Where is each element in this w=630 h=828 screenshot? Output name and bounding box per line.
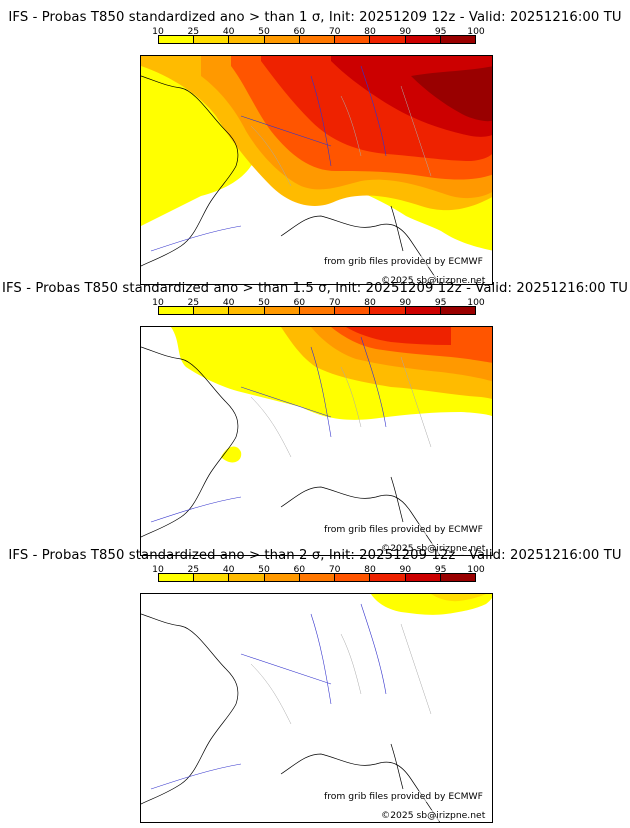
colorbar-swatch <box>299 307 336 314</box>
colorbar-tick-label: 100 <box>467 297 485 308</box>
colorbar-swatch <box>370 36 406 43</box>
borders <box>250 356 432 458</box>
colorbar <box>158 306 476 315</box>
map-field-3 <box>141 594 492 822</box>
borders <box>250 623 432 725</box>
panel-title: IFS - Probas T850 standardized ano > tha… <box>1 281 628 296</box>
colorbar-swatch <box>335 574 371 581</box>
colorbar-tick-label: 60 <box>293 297 306 308</box>
rivers <box>150 603 387 790</box>
colorbar-swatch <box>335 307 371 314</box>
colorbar-tick-label: 10 <box>152 564 164 575</box>
colorbar-tick-label: 40 <box>222 26 235 37</box>
colorbar-tick-label: 25 <box>187 564 200 575</box>
data-source-credit: from grib files provided by ECMWF <box>323 791 484 802</box>
colorbar-swatch <box>405 307 441 314</box>
colorbar-swatch <box>159 307 195 314</box>
map-panel-1: IFS - Probas T850 standardized ano > tha… <box>0 10 630 285</box>
colorbar-swatch <box>194 574 230 581</box>
colorbar-swatch <box>264 574 300 581</box>
data-source-credit: from grib files provided by ECMWF <box>323 256 484 267</box>
colorbar-swatch <box>194 307 230 314</box>
colorbar-labels: 10 25 40 50 60 70 80 90 95 100 <box>0 564 630 575</box>
colorbar-swatch <box>370 574 406 581</box>
colorbar-swatch <box>440 574 475 581</box>
colorbar-tick-label: 50 <box>258 26 270 37</box>
prob-area-10-small <box>221 446 242 463</box>
colorbar-labels: 10 25 40 50 60 70 80 90 95 100 <box>0 26 630 37</box>
colorbar-swatch <box>440 307 475 314</box>
colorbar-tick-label: 10 <box>152 297 164 308</box>
copyright-credit: ©2025 sb@irizpne.net <box>380 543 487 554</box>
colorbar-swatch <box>264 36 300 43</box>
colorbar-tick-label: 80 <box>364 564 376 575</box>
colorbar-swatch <box>229 574 265 581</box>
probability-map: from grib files provided by ECMWF ©2025 … <box>140 593 493 823</box>
colorbar <box>158 573 476 582</box>
prob-area-25 <box>431 594 486 602</box>
colorbar-tick-label: 80 <box>364 297 376 308</box>
map-field-1 <box>141 56 492 284</box>
probability-map: from grib files provided by ECMWF ©2025 … <box>140 326 493 556</box>
colorbar-swatch <box>440 36 475 43</box>
colorbar-tick-label: 70 <box>328 297 341 308</box>
colorbar-labels: 10 25 40 50 60 70 80 90 95 100 <box>0 297 630 308</box>
colorbar-tick-label: 90 <box>399 564 412 575</box>
colorbar-tick-label: 70 <box>328 564 341 575</box>
colorbar-swatch <box>335 36 371 43</box>
map-panel-3: IFS - Probas T850 standardized ano > tha… <box>0 548 630 823</box>
colorbar-tick-label: 90 <box>399 297 412 308</box>
colorbar-tick-label: 50 <box>258 564 270 575</box>
map-background <box>141 594 492 822</box>
colorbar-tick-label: 100 <box>467 564 485 575</box>
panel-title: IFS - Probas T850 standardized ano > tha… <box>8 10 622 25</box>
colorbar-tick-label: 40 <box>222 297 235 308</box>
copyright-credit: ©2025 sb@irizpne.net <box>380 810 487 821</box>
prob-area-80 <box>346 327 451 345</box>
probability-map: from grib files provided by ECMWF ©2025 … <box>140 55 493 285</box>
colorbar-tick-label: 40 <box>222 564 235 575</box>
rivers <box>150 65 387 252</box>
colorbar-swatch <box>299 36 336 43</box>
colorbar-swatch <box>229 307 265 314</box>
colorbar <box>158 35 476 44</box>
colorbar-tick-label: 50 <box>258 297 270 308</box>
map-field-2 <box>141 327 492 555</box>
rivers <box>150 336 387 523</box>
colorbar-tick-label: 95 <box>434 26 447 37</box>
colorbar-swatch <box>405 36 441 43</box>
colorbar-swatch <box>264 307 300 314</box>
coastlines <box>141 75 441 284</box>
colorbar-tick-label: 90 <box>399 26 412 37</box>
colorbar-tick-label: 70 <box>328 26 341 37</box>
colorbar-tick-label: 95 <box>434 564 447 575</box>
prob-area-none-south <box>141 153 492 284</box>
data-source-credit: from grib files provided by ECMWF <box>323 524 484 535</box>
colorbar-tick-label: 100 <box>467 26 485 37</box>
colorbar-swatch <box>405 574 441 581</box>
map-panel-2: IFS - Probas T850 standardized ano > tha… <box>0 281 630 556</box>
colorbar-swatch <box>194 36 230 43</box>
colorbar-tick-label: 10 <box>152 26 164 37</box>
colorbar-swatch <box>159 36 195 43</box>
panel-title: IFS - Probas T850 standardized ano > tha… <box>8 548 622 563</box>
copyright-credit: ©2025 sb@irizpne.net <box>380 275 487 285</box>
colorbar-tick-label: 95 <box>434 297 447 308</box>
colorbar-swatch <box>159 574 195 581</box>
colorbar-tick-label: 60 <box>293 26 306 37</box>
colorbar-tick-label: 25 <box>187 297 200 308</box>
colorbar-tick-label: 80 <box>364 26 376 37</box>
colorbar-swatch <box>299 574 336 581</box>
borders <box>250 85 432 187</box>
prob-area-95 <box>411 66 492 122</box>
colorbar-tick-label: 60 <box>293 564 306 575</box>
colorbar-swatch <box>370 307 406 314</box>
colorbar-swatch <box>229 36 265 43</box>
colorbar-tick-label: 25 <box>187 26 200 37</box>
